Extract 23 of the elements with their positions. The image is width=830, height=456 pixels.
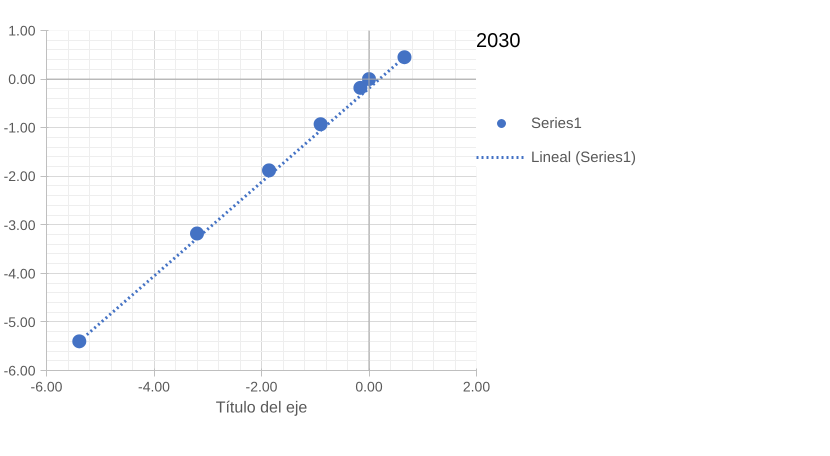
y-tick-label: 0.00 <box>8 71 36 88</box>
point <box>397 50 412 64</box>
x-axis-title: Título del eje <box>216 400 308 416</box>
y-tick-label: -1.00 <box>4 120 36 136</box>
y-tick-label: -2.00 <box>4 168 36 184</box>
x-tick-label: 2.00 <box>462 378 490 394</box>
x-tick-label: 0.00 <box>355 378 383 394</box>
legend-label: Lineal (Series1) <box>531 148 636 166</box>
y-tick-label: -5.00 <box>4 314 36 330</box>
point <box>72 334 86 348</box>
point <box>262 163 276 178</box>
x-tick-label: -4.00 <box>138 378 170 394</box>
point <box>353 80 368 95</box>
chart-title: 2030 <box>476 30 522 53</box>
x-tick-label: -2.00 <box>246 378 278 394</box>
y-tick-label: 1.00 <box>8 22 36 38</box>
legend-label: Series1 <box>531 114 582 132</box>
y-tick-label: -6.00 <box>4 362 36 378</box>
y-tick-label: -3.00 <box>4 216 36 233</box>
point <box>314 117 328 132</box>
y-tick-label: -4.00 <box>4 265 36 282</box>
point <box>190 226 204 241</box>
x-tick-label: -6.00 <box>30 378 63 394</box>
